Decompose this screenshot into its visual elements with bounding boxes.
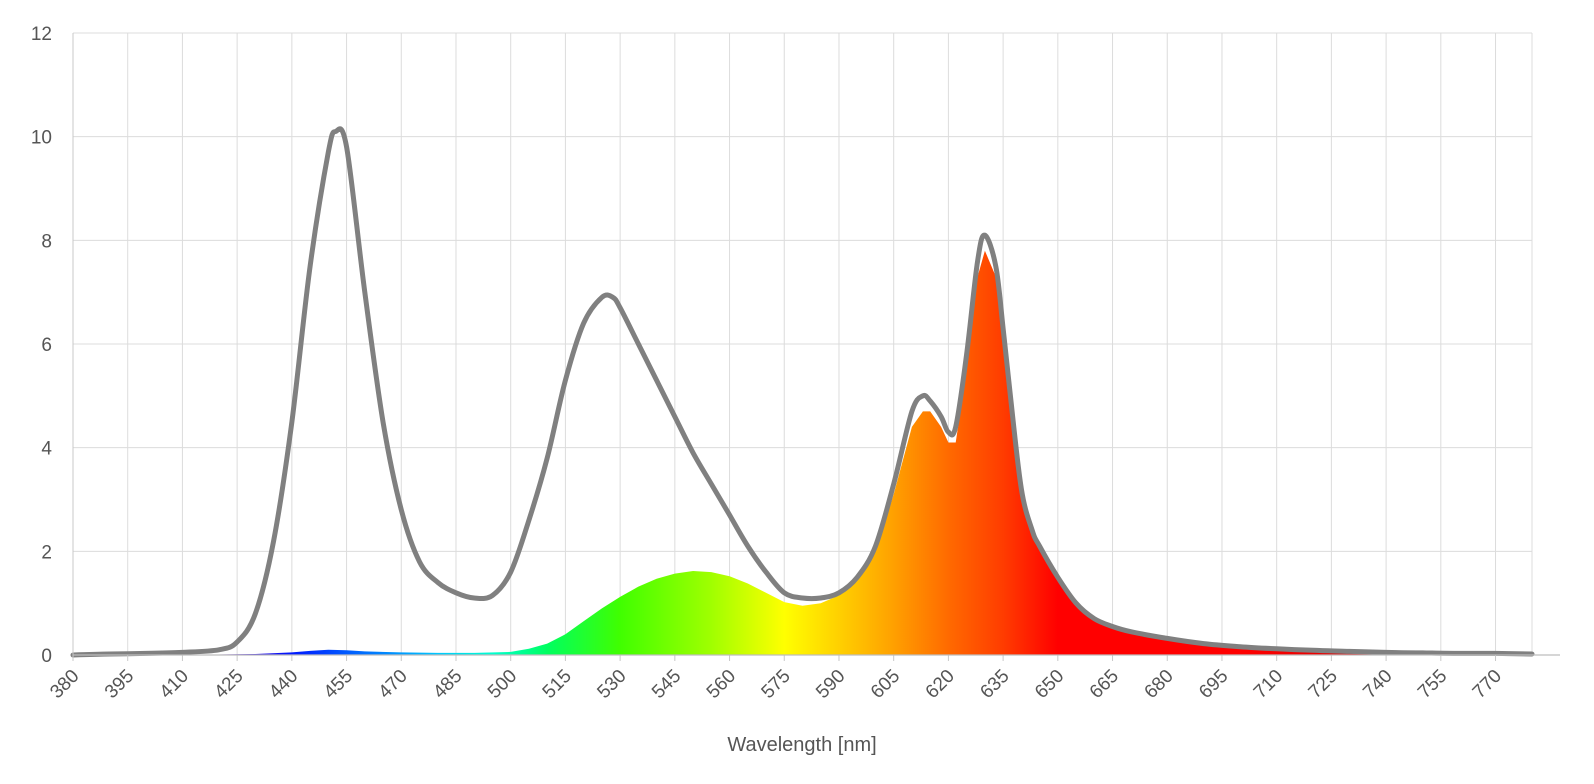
x-tick-label: 590 bbox=[812, 666, 849, 703]
y-tick-label: 10 bbox=[31, 128, 52, 149]
chart-axes bbox=[72, 33, 1560, 661]
x-tick-label: 410 bbox=[156, 666, 193, 703]
x-axis-title: Wavelength [nm] bbox=[727, 734, 876, 756]
x-tick-label: 425 bbox=[210, 666, 247, 703]
x-tick-label: 755 bbox=[1414, 666, 1451, 703]
x-tick-label: 725 bbox=[1305, 666, 1342, 703]
x-tick-label: 680 bbox=[1141, 666, 1178, 703]
x-tick-label: 575 bbox=[758, 666, 795, 703]
x-tick-label: 740 bbox=[1359, 666, 1396, 703]
y-tick-label: 12 bbox=[31, 24, 52, 45]
x-tick-label: 605 bbox=[867, 666, 904, 703]
x-tick-label: 515 bbox=[539, 666, 576, 703]
y-tick-label: 6 bbox=[41, 335, 52, 356]
y-tick-label: 8 bbox=[41, 231, 52, 252]
x-tick-label: 560 bbox=[703, 666, 740, 703]
x-tick-label: 545 bbox=[648, 666, 685, 703]
y-tick-label: 0 bbox=[41, 646, 52, 667]
x-tick-label: 635 bbox=[976, 666, 1013, 703]
x-tick-label: 380 bbox=[46, 666, 83, 703]
x-tick-label: 470 bbox=[375, 666, 412, 703]
chart-grid bbox=[72, 32, 1533, 656]
y-tick-label: 2 bbox=[41, 542, 52, 563]
spectrum-line-layer bbox=[70, 126, 1535, 658]
x-tick-label: 665 bbox=[1086, 666, 1123, 703]
x-tick-label: 395 bbox=[101, 666, 138, 703]
x-tick-label: 620 bbox=[922, 666, 959, 703]
x-tick-label: 695 bbox=[1195, 666, 1232, 703]
x-tick-label: 500 bbox=[484, 666, 521, 703]
x-tick-label: 710 bbox=[1250, 666, 1287, 703]
x-tick-label: 485 bbox=[429, 666, 466, 703]
x-tick-label: 770 bbox=[1469, 666, 1506, 703]
x-tick-label: 530 bbox=[593, 666, 630, 703]
x-tick-label: 650 bbox=[1031, 666, 1068, 703]
x-tick-label: 440 bbox=[265, 666, 302, 703]
x-tick-label: 455 bbox=[320, 666, 357, 703]
y-tick-label: 4 bbox=[41, 439, 52, 460]
spectrum-outline-line bbox=[70, 126, 1535, 658]
